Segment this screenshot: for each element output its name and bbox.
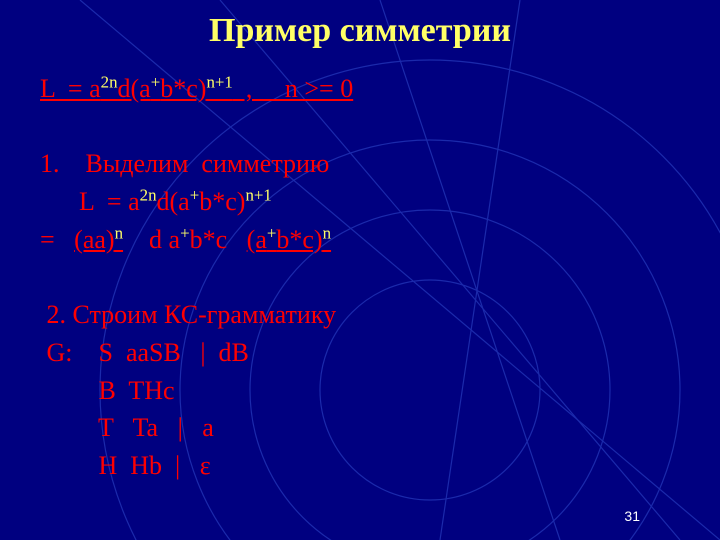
t: d(a [118, 74, 151, 103]
t: b*c) [276, 225, 322, 254]
slide: Пример симметрии L = a2nd(a+b*c)n+1 , n … [0, 0, 720, 540]
t: L = a [40, 187, 140, 216]
section2-head: 2. Строим КС-грамматику [40, 296, 680, 334]
grammar-rule-3: T Ta | a [40, 409, 680, 447]
t: d(a [157, 187, 190, 216]
blank [40, 258, 680, 296]
t: d a [123, 225, 180, 254]
exp: 2n [101, 72, 118, 91]
exp: n [115, 223, 123, 242]
t: L = a [40, 74, 101, 103]
page-number: 31 [624, 508, 640, 524]
t: = [40, 225, 74, 254]
exp: + [180, 223, 190, 242]
t: , n >= 0 [233, 74, 353, 103]
exp: + [151, 72, 161, 91]
section1-formula: L = a2nd(a+b*c)n+1 [40, 183, 680, 221]
t: (aa) [74, 225, 114, 254]
blank [40, 108, 680, 146]
grammar-rule-2: B THc [40, 372, 680, 410]
exp: n [323, 223, 331, 242]
slide-title: Пример симметрии [0, 12, 720, 50]
t: (a [247, 225, 267, 254]
exp: + [267, 223, 277, 242]
t: b*c [190, 225, 247, 254]
grammar-rule-4: H Hb | ε [40, 447, 680, 485]
exp: + [190, 185, 200, 204]
t: b*c) [199, 187, 245, 216]
section1-head: 1. Выделим симметрию [40, 145, 680, 183]
t: b*c) [160, 74, 206, 103]
slide-content: L = a2nd(a+b*c)n+1 , n >= 0 1. Выделим с… [40, 70, 680, 485]
section1-expansion: = (aa)n d a+b*c (a+b*c)n [40, 221, 680, 259]
exp: 2n [140, 185, 157, 204]
grammar-rule-1: G: S aaSB | dB [40, 334, 680, 372]
exp: n+1 [245, 185, 271, 204]
exp: n+1 [206, 72, 232, 91]
formula-main: L = a2nd(a+b*c)n+1 , n >= 0 [40, 70, 680, 108]
